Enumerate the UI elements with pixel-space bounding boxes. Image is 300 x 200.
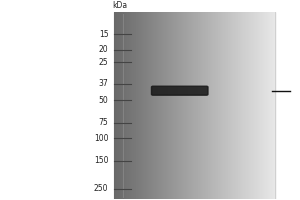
Text: 75: 75 xyxy=(99,118,108,127)
Text: kDa: kDa xyxy=(113,1,128,10)
Text: 250: 250 xyxy=(94,184,108,193)
FancyBboxPatch shape xyxy=(152,86,208,95)
Bar xyxy=(114,12,275,199)
Text: 15: 15 xyxy=(99,30,108,39)
Text: 150: 150 xyxy=(94,156,108,165)
Text: 25: 25 xyxy=(99,58,108,67)
Text: 50: 50 xyxy=(99,96,108,105)
Text: 100: 100 xyxy=(94,134,108,143)
Text: 20: 20 xyxy=(99,45,108,54)
Text: 37: 37 xyxy=(99,79,108,88)
